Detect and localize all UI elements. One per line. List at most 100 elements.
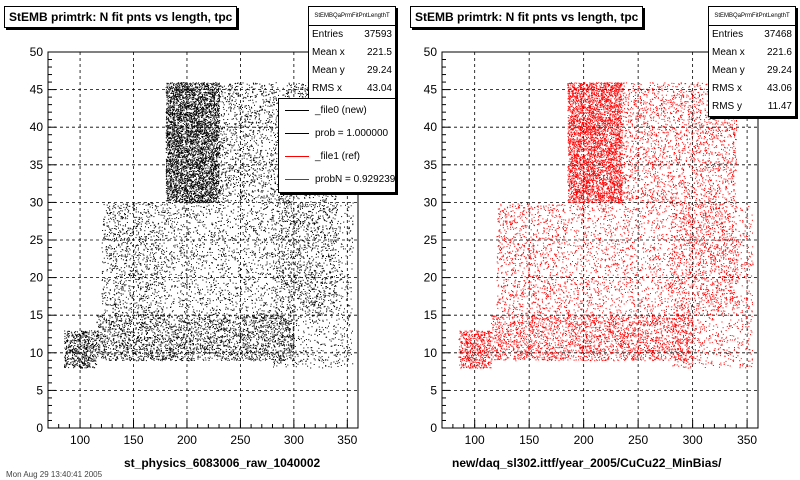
data-point bbox=[235, 200, 237, 201]
data-point bbox=[211, 136, 213, 138]
data-point bbox=[244, 182, 246, 184]
data-point bbox=[205, 86, 207, 88]
data-point bbox=[209, 181, 211, 183]
data-point bbox=[259, 169, 261, 171]
data-point bbox=[166, 183, 168, 185]
data-point bbox=[217, 90, 219, 91]
data-point bbox=[168, 138, 170, 139]
data-point bbox=[170, 112, 172, 114]
data-point bbox=[214, 151, 216, 153]
data-point bbox=[187, 190, 189, 192]
data-point bbox=[247, 174, 249, 176]
data-point bbox=[243, 185, 245, 187]
data-point bbox=[203, 195, 205, 197]
data-point bbox=[168, 96, 170, 98]
data-point bbox=[212, 88, 213, 90]
data-point bbox=[169, 176, 171, 178]
data-point bbox=[175, 134, 177, 136]
data-point bbox=[179, 132, 181, 134]
data-point bbox=[208, 127, 210, 129]
data-point bbox=[186, 164, 188, 166]
data-point bbox=[202, 110, 204, 112]
data-point bbox=[211, 159, 213, 160]
data-point bbox=[215, 182, 217, 184]
data-point bbox=[216, 198, 218, 199]
data-point bbox=[167, 133, 169, 134]
data-point bbox=[220, 86, 222, 87]
data-point bbox=[210, 103, 211, 105]
data-point bbox=[217, 128, 219, 130]
data-point bbox=[200, 201, 202, 203]
data-point bbox=[217, 147, 219, 149]
data-point bbox=[175, 170, 177, 172]
data-point bbox=[185, 157, 187, 159]
data-point bbox=[177, 134, 179, 136]
data-point bbox=[231, 104, 232, 106]
data-point bbox=[204, 170, 206, 172]
data-point bbox=[182, 95, 184, 97]
data-point bbox=[191, 128, 193, 130]
data-point bbox=[167, 152, 169, 154]
data-point bbox=[207, 146, 209, 148]
data-point bbox=[216, 161, 218, 163]
data-point bbox=[177, 113, 178, 115]
data-point bbox=[191, 181, 193, 183]
data-point bbox=[195, 152, 197, 154]
data-point bbox=[206, 157, 208, 159]
data-point bbox=[217, 150, 219, 152]
data-point bbox=[186, 129, 187, 131]
data-point bbox=[178, 116, 180, 118]
data-point bbox=[184, 185, 186, 186]
data-point bbox=[189, 141, 191, 143]
data-point bbox=[190, 126, 192, 128]
data-point bbox=[206, 188, 208, 190]
data-point bbox=[187, 180, 188, 182]
data-point bbox=[187, 166, 189, 168]
data-point bbox=[192, 153, 194, 155]
data-point bbox=[186, 140, 188, 142]
data-point bbox=[171, 196, 173, 198]
data-point bbox=[206, 185, 208, 187]
data-point bbox=[185, 125, 187, 127]
data-point bbox=[166, 145, 168, 147]
data-point bbox=[177, 196, 179, 198]
data-point bbox=[210, 168, 212, 170]
data-point bbox=[208, 147, 210, 149]
data-point bbox=[204, 157, 206, 159]
data-point bbox=[181, 105, 182, 107]
data-point bbox=[169, 182, 171, 184]
data-point bbox=[271, 114, 273, 116]
data-point bbox=[202, 157, 204, 158]
data-point bbox=[206, 116, 208, 117]
data-point bbox=[171, 153, 173, 155]
data-point bbox=[286, 93, 288, 95]
data-point bbox=[204, 140, 206, 142]
data-point bbox=[192, 155, 194, 156]
data-point bbox=[189, 147, 191, 149]
data-point bbox=[216, 176, 218, 178]
data-point bbox=[198, 117, 200, 119]
data-point bbox=[209, 116, 211, 118]
data-point bbox=[218, 83, 220, 85]
data-point bbox=[187, 104, 189, 106]
data-point bbox=[167, 126, 169, 128]
data-point bbox=[183, 82, 185, 84]
data-point bbox=[214, 154, 216, 156]
data-point bbox=[186, 131, 188, 133]
data-point bbox=[197, 135, 199, 137]
data-point bbox=[184, 103, 186, 105]
data-point bbox=[196, 115, 198, 117]
data-point bbox=[197, 117, 198, 119]
data-point bbox=[204, 129, 206, 131]
data-point bbox=[177, 170, 179, 172]
data-point bbox=[197, 136, 199, 138]
data-point bbox=[196, 127, 198, 129]
data-point bbox=[174, 121, 176, 123]
data-point bbox=[263, 137, 264, 139]
data-point bbox=[177, 96, 179, 97]
data-point bbox=[171, 197, 173, 199]
data-point bbox=[177, 127, 179, 129]
data-point bbox=[170, 190, 172, 192]
data-point bbox=[189, 195, 191, 197]
data-point bbox=[170, 176, 172, 177]
